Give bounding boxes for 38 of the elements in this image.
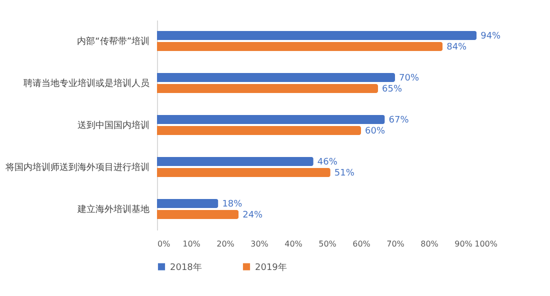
bar bbox=[157, 42, 443, 52]
x-tick-label: 60% bbox=[352, 240, 371, 248]
bar bbox=[157, 126, 361, 136]
x-tick-label: 10% bbox=[182, 240, 201, 248]
y-tick-label: 送到中国国内培训 bbox=[78, 120, 150, 131]
x-tick-label: 80% bbox=[420, 240, 439, 248]
y-tick-label: 建立海外培训基地 bbox=[76, 204, 150, 215]
x-tick-label: 20% bbox=[216, 240, 235, 248]
x-tick-label: 50% bbox=[318, 240, 337, 248]
bar bbox=[157, 198, 218, 208]
legend-label: 2019年 bbox=[255, 262, 287, 273]
x-tick-label: 90% bbox=[454, 240, 473, 248]
bar bbox=[157, 114, 385, 124]
x-tick-label: 70% bbox=[386, 240, 405, 248]
x-tick-label: 40% bbox=[284, 240, 303, 248]
bar bbox=[157, 72, 395, 82]
data-label: 70% bbox=[399, 73, 420, 84]
y-tick-label: 聘请当地专业培训或是培训人员 bbox=[24, 78, 150, 89]
bar bbox=[157, 168, 330, 178]
bar bbox=[157, 30, 477, 40]
y-tick-label: 将国内培训师送到海外项目进行培训 bbox=[4, 162, 150, 173]
data-label: 24% bbox=[242, 210, 264, 221]
data-label: 51% bbox=[334, 168, 355, 179]
x-tick-label: 30% bbox=[250, 240, 269, 248]
x-tick-label: 100% bbox=[474, 240, 498, 248]
data-label: 67% bbox=[388, 115, 410, 126]
data-label: 94% bbox=[480, 31, 502, 42]
x-tick-label: 0% bbox=[158, 240, 171, 248]
bar bbox=[157, 210, 239, 220]
data-label: 60% bbox=[365, 126, 386, 137]
data-label: 65% bbox=[382, 84, 402, 95]
bar bbox=[157, 84, 378, 94]
data-label: 18% bbox=[222, 199, 243, 210]
data-label: 84% bbox=[446, 42, 468, 53]
y-tick-label: 内部“传帮带”培训 bbox=[77, 36, 150, 47]
legend-label: 2018年 bbox=[170, 262, 202, 273]
bar bbox=[157, 156, 314, 166]
data-label: 46% bbox=[317, 157, 338, 168]
